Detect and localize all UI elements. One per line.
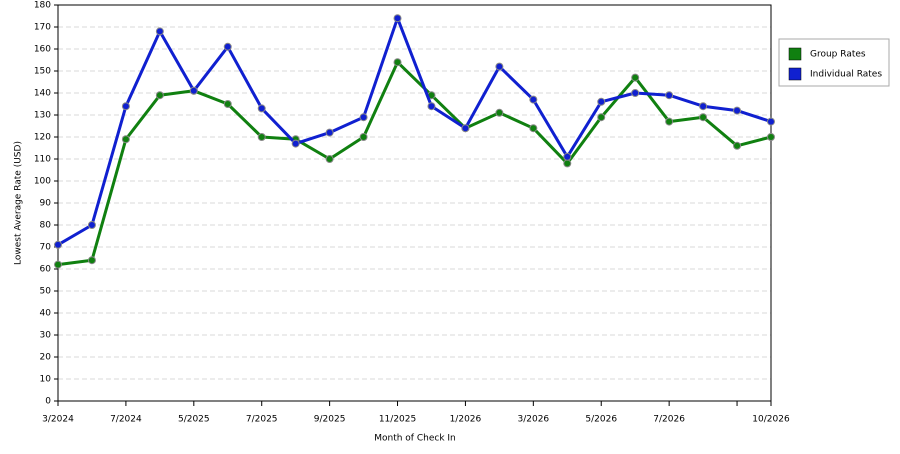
y-tick-label: 140 (34, 89, 51, 99)
data-point (665, 117, 674, 126)
legend-label: Group Rates (810, 50, 866, 60)
data-point (699, 113, 708, 122)
y-axis-label: Lowest Average Rate (USD) (14, 141, 24, 265)
x-tick-label: 5/2025 (178, 415, 210, 425)
data-point (495, 108, 504, 117)
data-point (461, 124, 470, 133)
data-point (665, 91, 674, 100)
data-point (121, 135, 130, 144)
data-point (767, 133, 775, 141)
y-tick-label: 170 (34, 23, 51, 33)
data-point (631, 73, 640, 82)
data-point (54, 260, 62, 269)
data-point (54, 240, 62, 249)
y-tick-label: 130 (34, 111, 51, 121)
y-tick-label: 70 (40, 243, 52, 253)
data-point (427, 102, 436, 111)
y-tick-label: 150 (34, 67, 51, 77)
y-tick-label: 50 (40, 287, 52, 297)
data-point (529, 124, 538, 133)
data-point (223, 42, 232, 51)
y-tick-label: 110 (34, 155, 51, 165)
y-tick-label: 90 (40, 199, 52, 209)
legend-swatch (788, 47, 802, 61)
y-tick-label: 40 (40, 309, 52, 319)
y-tick-label: 160 (34, 45, 51, 55)
data-point (393, 14, 402, 23)
data-point (257, 133, 266, 141)
legend-swatch (788, 67, 802, 81)
data-point (699, 102, 708, 111)
x-tick-label: 11/2025 (379, 415, 416, 425)
y-tick-label: 0 (45, 397, 51, 407)
data-point (597, 113, 606, 122)
data-point (155, 91, 164, 100)
data-point (325, 155, 334, 163)
x-tick-label: 1/2026 (450, 415, 482, 425)
data-point (87, 256, 96, 265)
x-tick-label: 10/2026 (752, 415, 790, 425)
y-tick-label: 100 (34, 177, 51, 187)
data-point (189, 86, 198, 95)
data-point (291, 139, 300, 148)
data-point (359, 113, 368, 122)
data-point (121, 102, 130, 111)
y-tick-label: 20 (40, 353, 52, 363)
x-tick-label: 7/2026 (653, 415, 685, 425)
y-tick-label: 180 (34, 1, 51, 11)
data-point (393, 58, 402, 67)
y-tick-label: 80 (40, 221, 52, 231)
legend-label: Individual Rates (810, 70, 882, 80)
data-point (597, 97, 606, 106)
x-tick-label: 3/2024 (42, 415, 74, 425)
x-tick-label: 3/2026 (517, 415, 549, 425)
data-point (87, 221, 96, 229)
y-tick-label: 60 (40, 265, 52, 275)
data-point (563, 159, 572, 168)
data-point (257, 104, 266, 113)
series-line (57, 60, 772, 267)
plot-frame (57, 4, 772, 402)
data-point (767, 117, 775, 126)
x-axis-label: Month of Check In (374, 434, 456, 444)
x-tick-label: 7/2025 (246, 415, 278, 425)
data-point (631, 89, 640, 97)
y-tick-label: 10 (40, 375, 52, 385)
y-tick-label: 120 (34, 133, 51, 143)
x-tick-label: 5/2026 (585, 415, 617, 425)
x-tick-label: 9/2025 (314, 415, 346, 425)
data-point (155, 27, 164, 36)
data-point (733, 141, 742, 150)
data-point (529, 95, 538, 104)
series-line (57, 16, 772, 247)
data-point (495, 62, 504, 71)
data-point (733, 106, 742, 115)
data-point (223, 100, 232, 108)
data-point (325, 128, 334, 137)
y-tick-label: 30 (40, 331, 52, 341)
data-point (563, 152, 572, 161)
data-point (359, 133, 368, 141)
x-tick-label: 7/2024 (110, 415, 142, 425)
